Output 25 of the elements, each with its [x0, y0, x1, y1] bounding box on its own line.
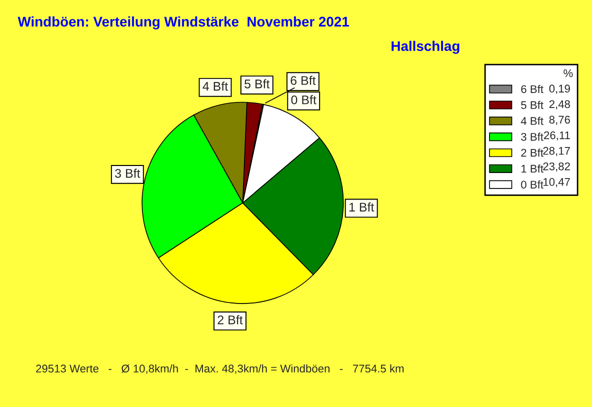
data-label: 8,76 — [549, 116, 570, 125]
legend-label: 3 Bft — [521, 132, 544, 141]
legend-label: 1 Bft — [521, 164, 544, 173]
data-label: 26,11 — [544, 131, 570, 141]
chart-title: Windböen: Verteilung Windstärke November 2021 — [18, 16, 349, 30]
slice-label: 2 Bft — [218, 315, 243, 324]
legend-label: 6 Bft — [521, 84, 544, 94]
slice-label: 0 Bft — [291, 95, 316, 104]
data-label: 23,82 — [543, 162, 570, 172]
data-label: 10,47 — [544, 178, 570, 188]
data-label: 0,19 — [549, 84, 570, 94]
text: 29513 Werte - Ø 10,8km/h - Max. 48,3km/h = Windböen - 7754.5 km — [36, 364, 404, 374]
legend-title: % — [564, 69, 573, 78]
slice-label: 1 Bft — [349, 202, 374, 212]
slice-label: 6 Bft — [290, 76, 316, 85]
legend-label: 4 Bft — [520, 116, 544, 125]
slice-label: 4 Bft — [202, 82, 228, 91]
slice-label: 5 Bft — [244, 79, 270, 88]
chart-subtitle: Hallschlag — [392, 40, 460, 54]
data-label: 28,17 — [543, 146, 570, 156]
slice-label: 3 Bft — [115, 168, 140, 178]
data-label: 2,48 — [549, 100, 570, 110]
legend-label: 0 Bft — [521, 180, 544, 189]
legend-label: 2 Bft — [521, 148, 544, 157]
legend-label: 5 Bft — [521, 100, 544, 110]
